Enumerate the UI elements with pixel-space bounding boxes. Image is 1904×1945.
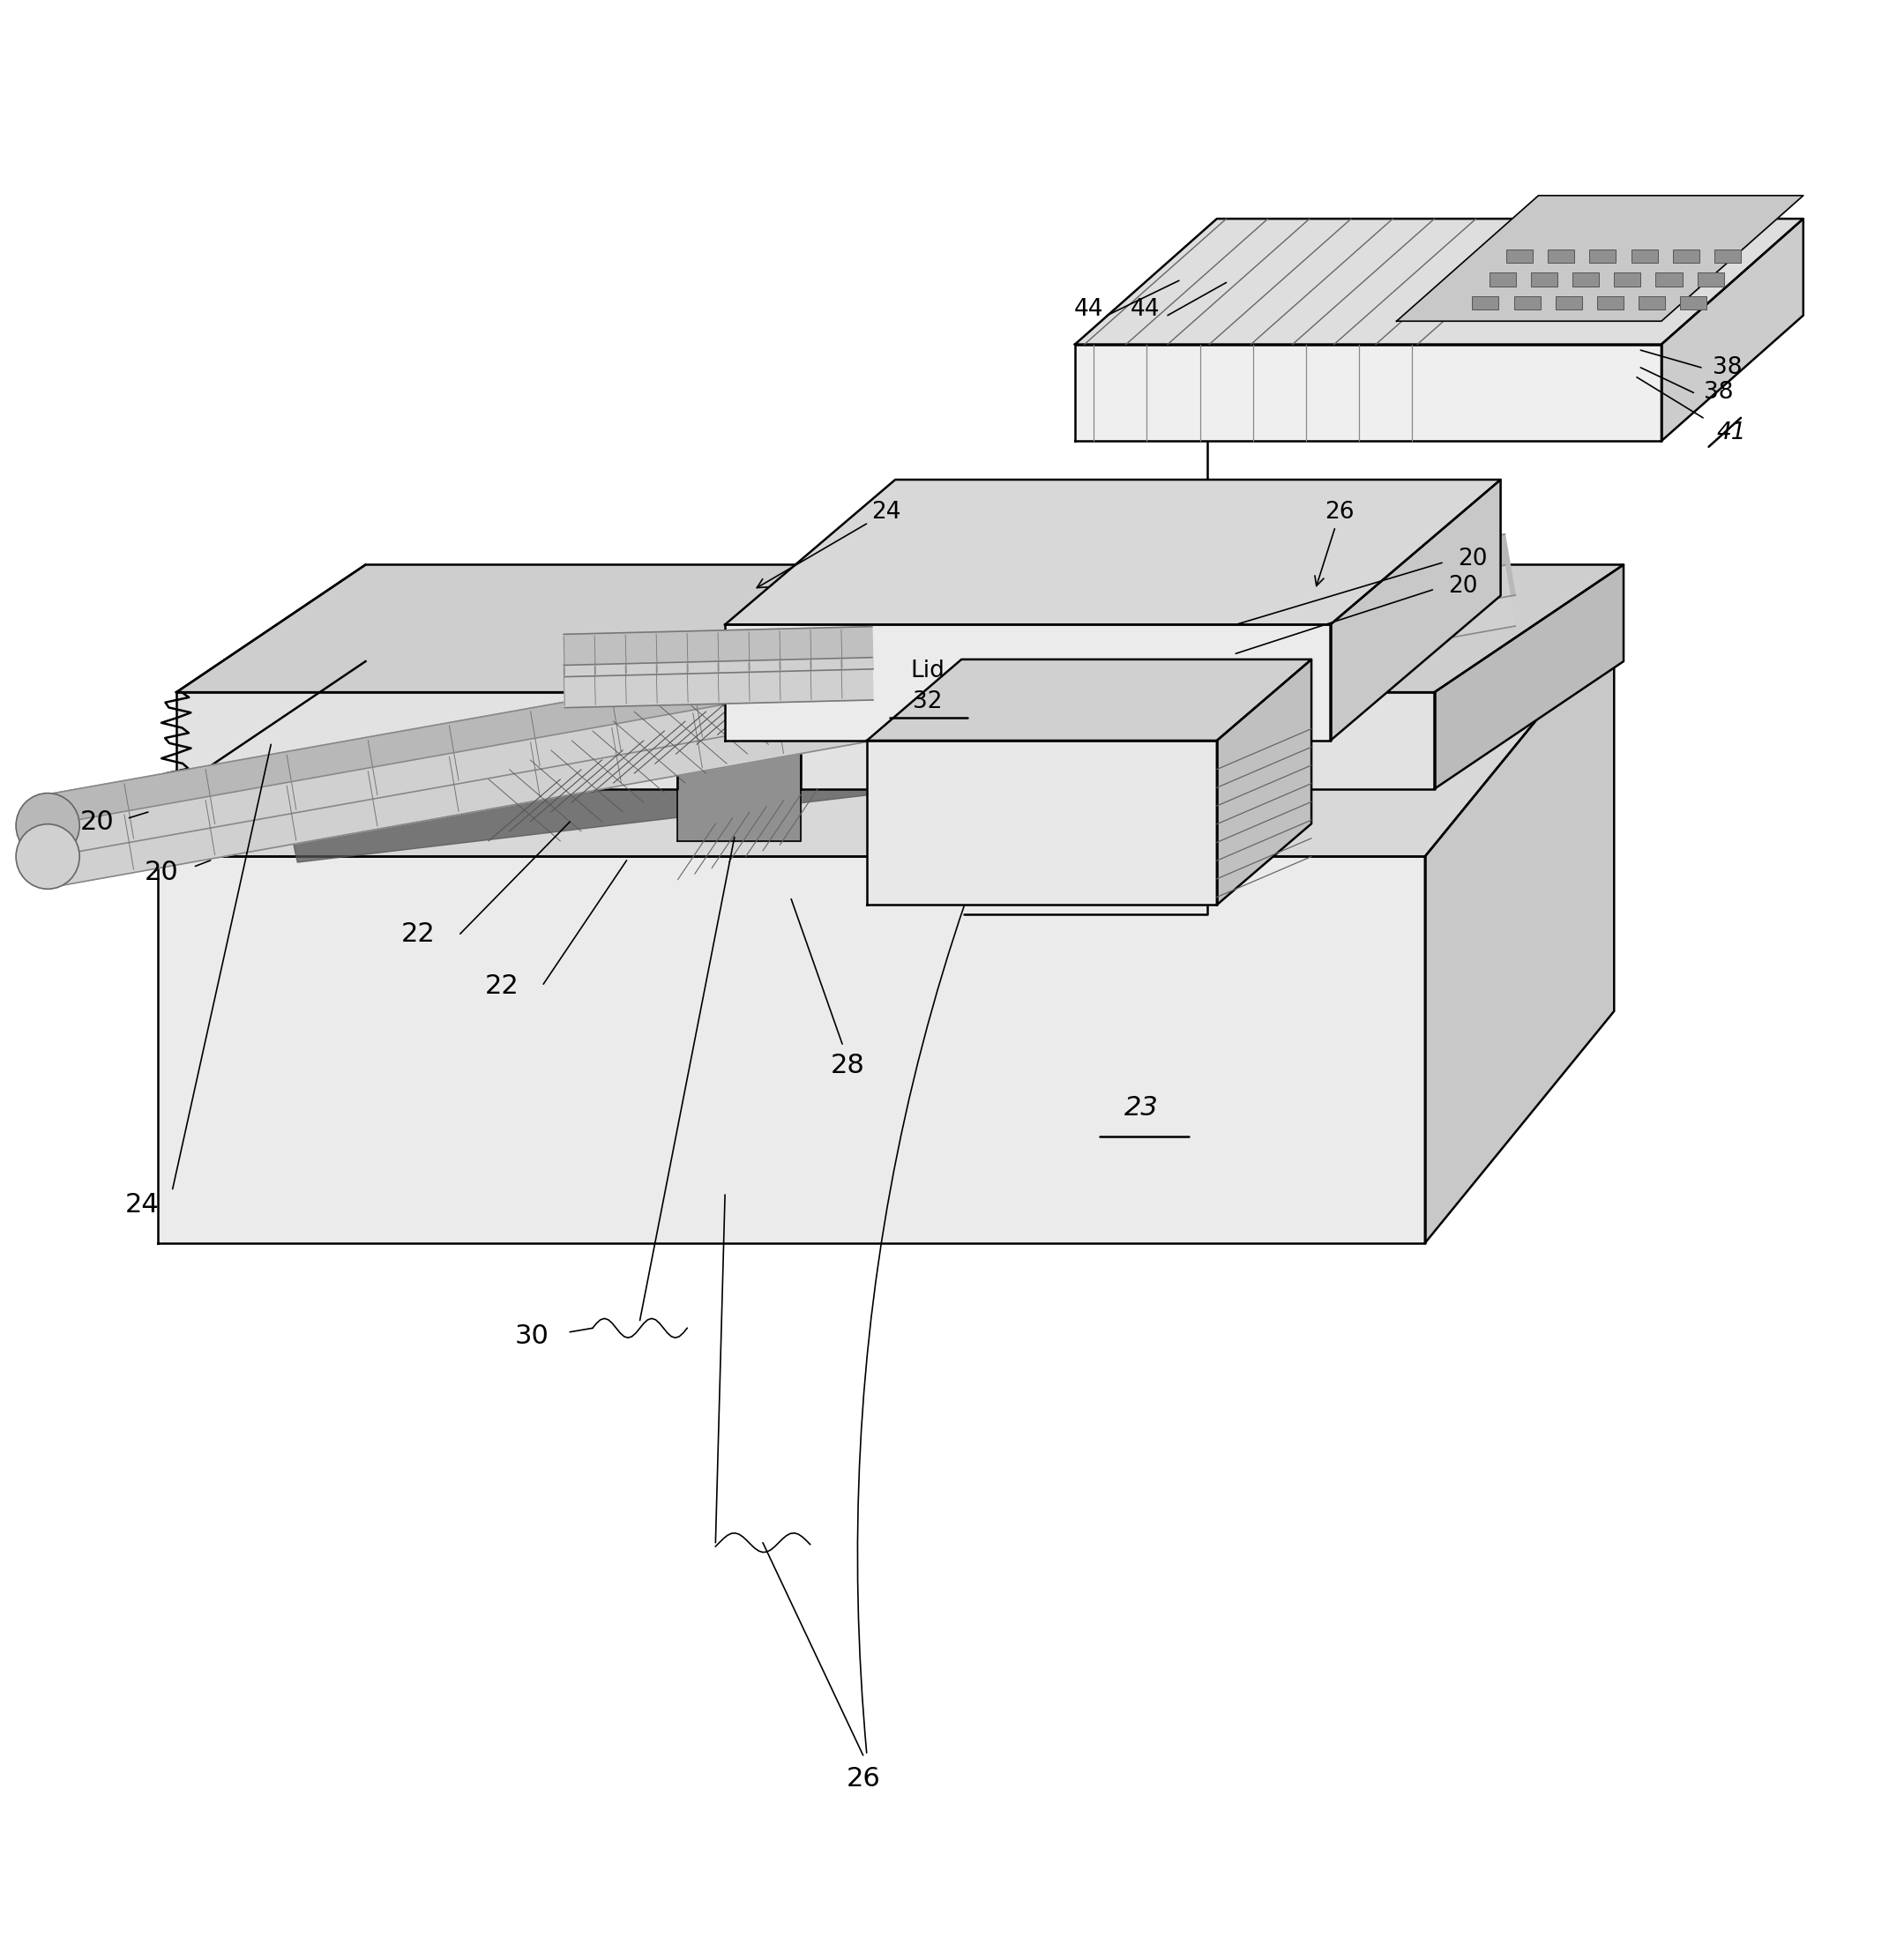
Text: 20: 20 [80,809,114,834]
Bar [1696,272,1723,286]
Circle shape [15,794,80,858]
Polygon shape [802,692,1434,790]
Polygon shape [678,663,802,840]
Bar [1472,296,1498,309]
Bar [1615,272,1641,286]
Bar [1656,272,1683,286]
Polygon shape [802,564,1624,692]
Polygon shape [564,626,874,677]
Text: 20: 20 [145,860,179,885]
Polygon shape [177,692,678,790]
Text: 22: 22 [402,922,436,947]
Polygon shape [1662,218,1803,442]
Text: 26: 26 [1316,502,1354,585]
Bar [1590,249,1616,263]
Text: 38: 38 [1704,381,1733,405]
Text: 22: 22 [486,972,520,1000]
Text: 44: 44 [1074,298,1102,321]
Bar [1674,249,1698,263]
Bar [1531,272,1557,286]
Bar [1681,296,1706,309]
Circle shape [15,825,80,889]
Polygon shape [725,624,1331,741]
Polygon shape [1331,480,1500,741]
Bar [1632,249,1658,263]
Text: 20: 20 [1449,574,1478,597]
Text: 38: 38 [1714,356,1742,379]
Polygon shape [177,564,866,692]
Text: 20: 20 [1457,547,1487,570]
Text: 44: 44 [1131,298,1160,321]
Text: 41: 41 [1717,422,1746,445]
Polygon shape [289,706,1331,862]
Polygon shape [232,667,1331,823]
Text: 30: 30 [514,1323,548,1348]
Polygon shape [1076,218,1803,344]
Polygon shape [158,856,1424,1243]
Bar [1597,296,1624,309]
Polygon shape [158,624,1615,856]
Text: 28: 28 [830,1052,864,1078]
Bar [1556,296,1582,309]
Polygon shape [1396,196,1803,321]
Polygon shape [866,741,1217,904]
Bar [1514,296,1540,309]
Polygon shape [725,480,1500,624]
Bar [1548,249,1575,263]
Bar [1489,272,1516,286]
Polygon shape [564,657,874,708]
Bar [1714,249,1740,263]
Polygon shape [1217,659,1312,904]
Polygon shape [866,659,1312,741]
Polygon shape [42,566,1516,887]
Text: 23: 23 [1123,1095,1158,1120]
Text: Lid: Lid [910,659,944,683]
Text: 24: 24 [126,1192,160,1218]
Polygon shape [1424,624,1615,1243]
Text: 24: 24 [758,502,901,587]
Bar [1573,272,1599,286]
Text: 32: 32 [912,690,942,714]
Text: 26: 26 [845,1766,880,1791]
Bar [1506,249,1533,263]
Polygon shape [1434,564,1624,790]
Bar [1639,296,1666,309]
Polygon shape [1076,344,1662,442]
Polygon shape [42,535,1516,856]
